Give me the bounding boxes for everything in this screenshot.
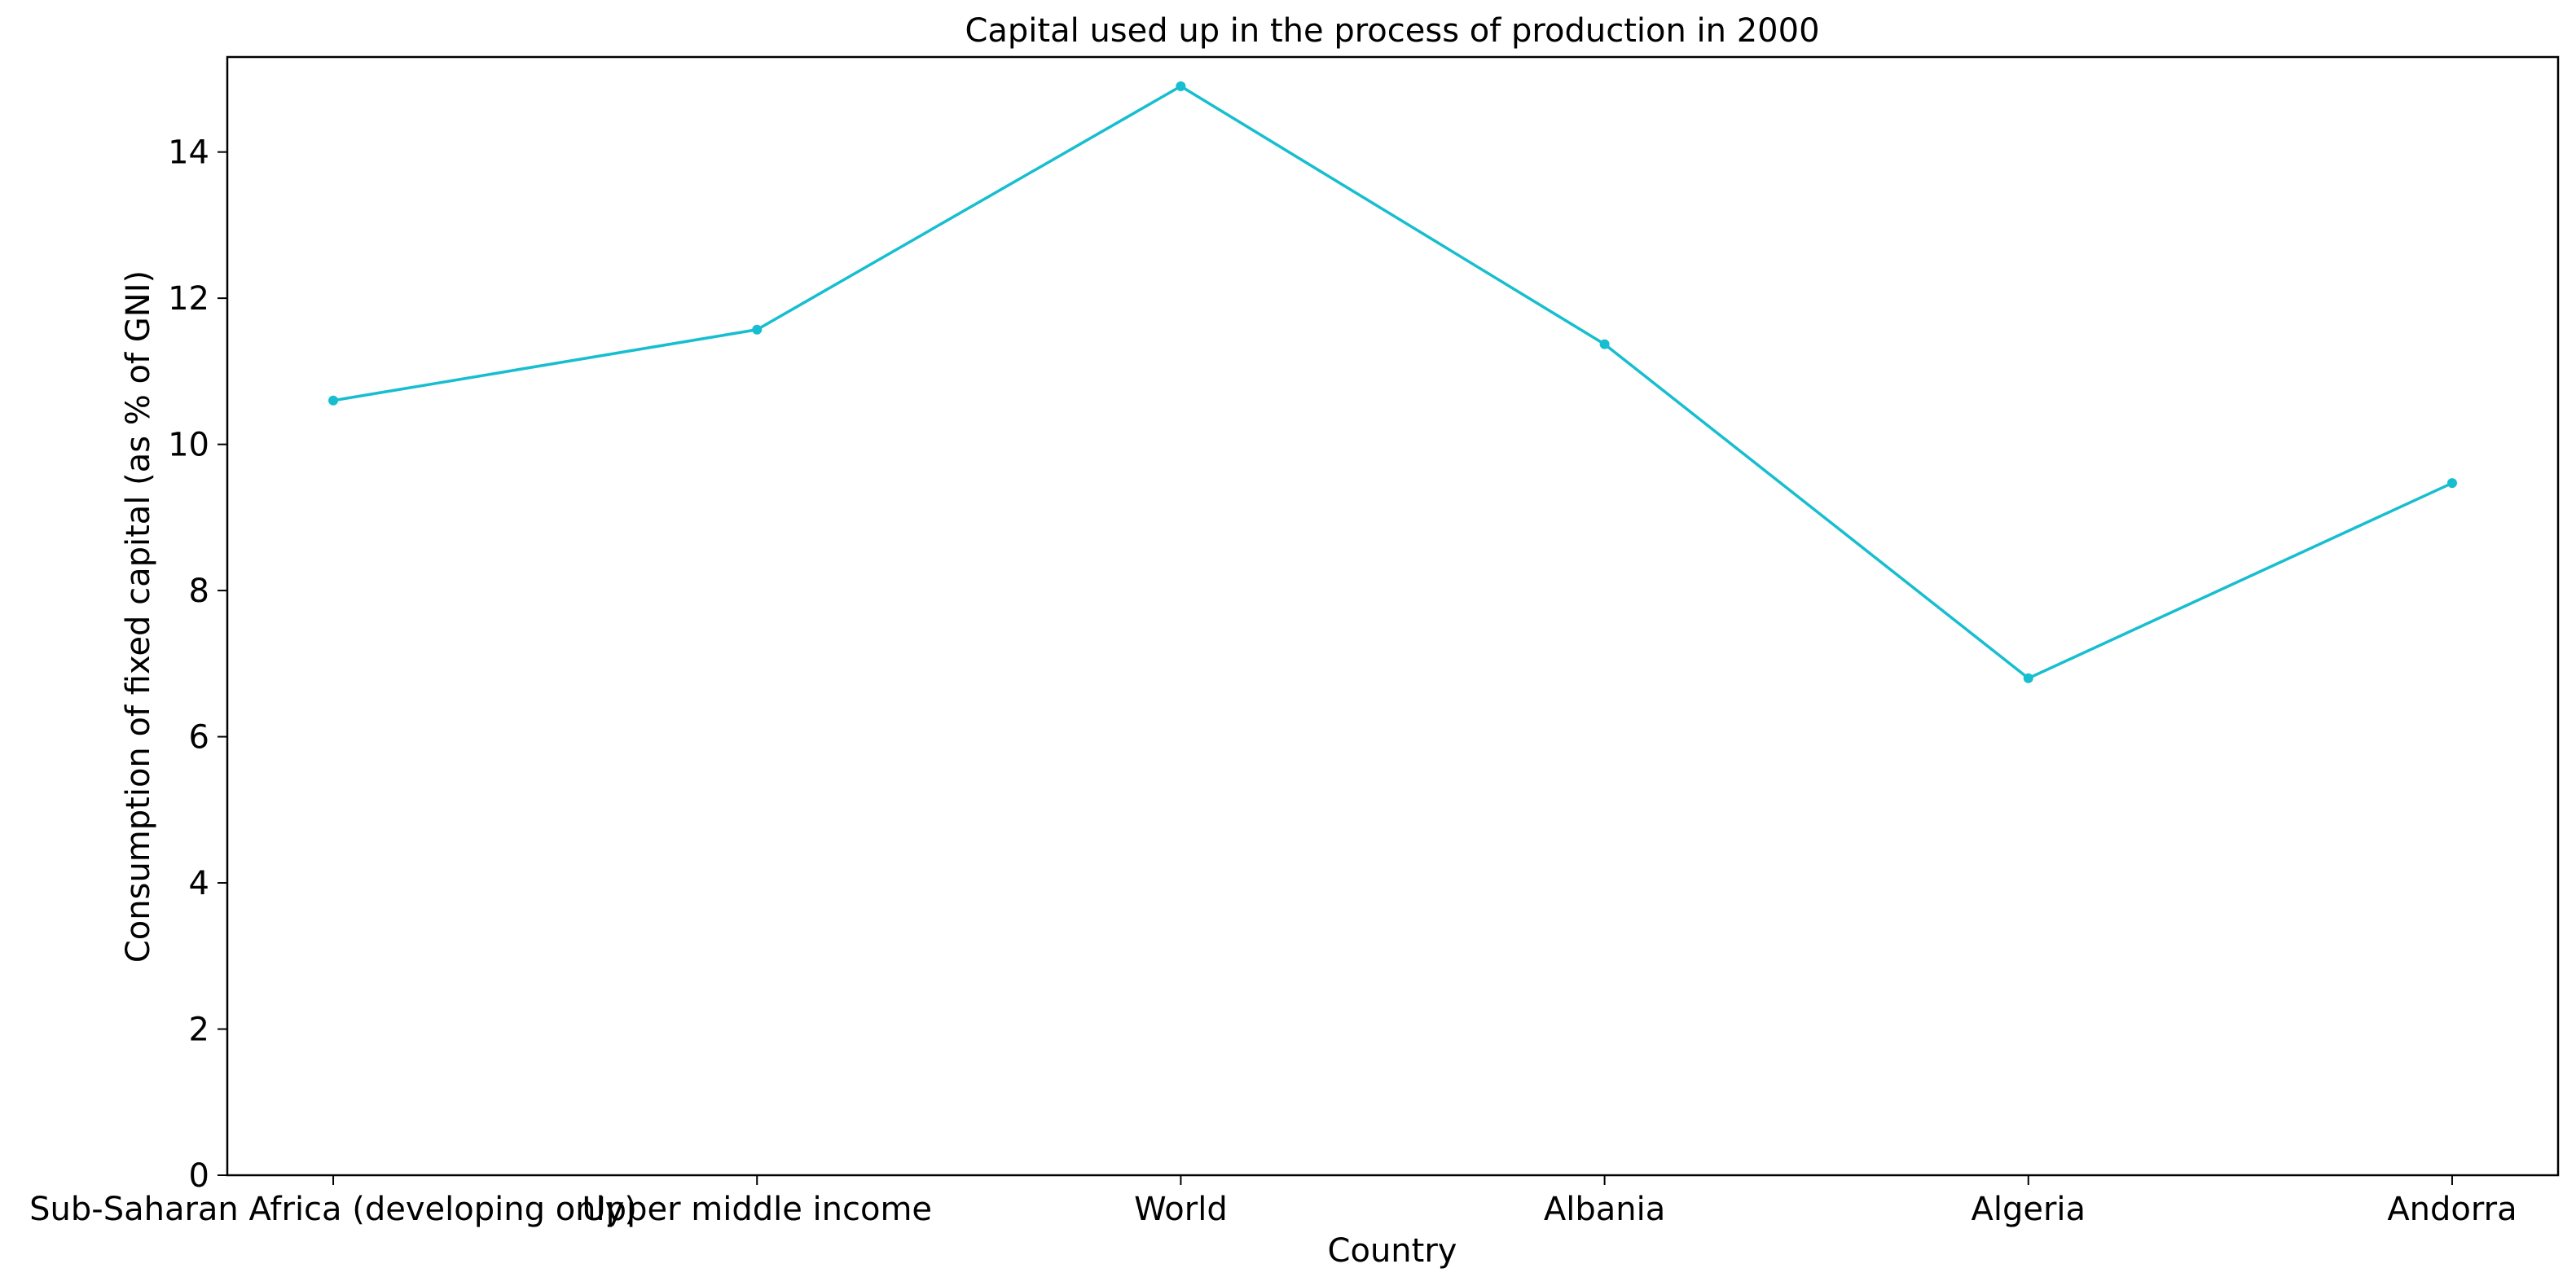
x-tick-label: Sub-Saharan Africa (developing only) xyxy=(29,1191,637,1228)
y-axis: 0 2 4 6 8 10 12 14 xyxy=(168,134,227,1195)
y-tick-label: 14 xyxy=(168,134,209,172)
data-point xyxy=(2446,478,2457,489)
chart-title: Capital used up in the process of produc… xyxy=(965,12,1819,50)
data-point xyxy=(752,324,763,335)
data-point xyxy=(1176,81,1186,91)
y-tick-label: 0 xyxy=(189,1157,209,1195)
series-line xyxy=(332,85,2453,680)
x-tick-label: Andorra xyxy=(2387,1191,2517,1228)
y-tick-label: 6 xyxy=(189,719,209,757)
x-tick-label: Upper middle income xyxy=(582,1191,932,1228)
series-layer xyxy=(328,81,2457,683)
x-tick-label: World xyxy=(1134,1191,1228,1228)
data-point xyxy=(2023,673,2033,683)
data-point xyxy=(328,395,339,406)
y-tick-label: 4 xyxy=(189,865,209,902)
y-tick-label: 12 xyxy=(168,280,209,318)
plot-area: 0 2 4 6 8 10 12 14 Sub-Saharan Africa (developi… xyxy=(29,55,2560,1228)
y-tick-label: 8 xyxy=(189,573,209,610)
data-point xyxy=(1599,339,1610,349)
plot-frame xyxy=(226,55,2560,1177)
x-axis-label: Country xyxy=(1328,1232,1457,1270)
y-tick-label: 2 xyxy=(189,1012,209,1049)
x-axis: Sub-Saharan Africa (developing only)Uppe… xyxy=(29,1175,2517,1228)
x-tick-label: Algeria xyxy=(1971,1191,2086,1228)
y-axis-label: Consumption of fixed capital (as % of GN… xyxy=(120,270,157,963)
y-tick-label: 10 xyxy=(168,427,209,464)
x-tick-label: Albania xyxy=(1544,1191,1665,1228)
